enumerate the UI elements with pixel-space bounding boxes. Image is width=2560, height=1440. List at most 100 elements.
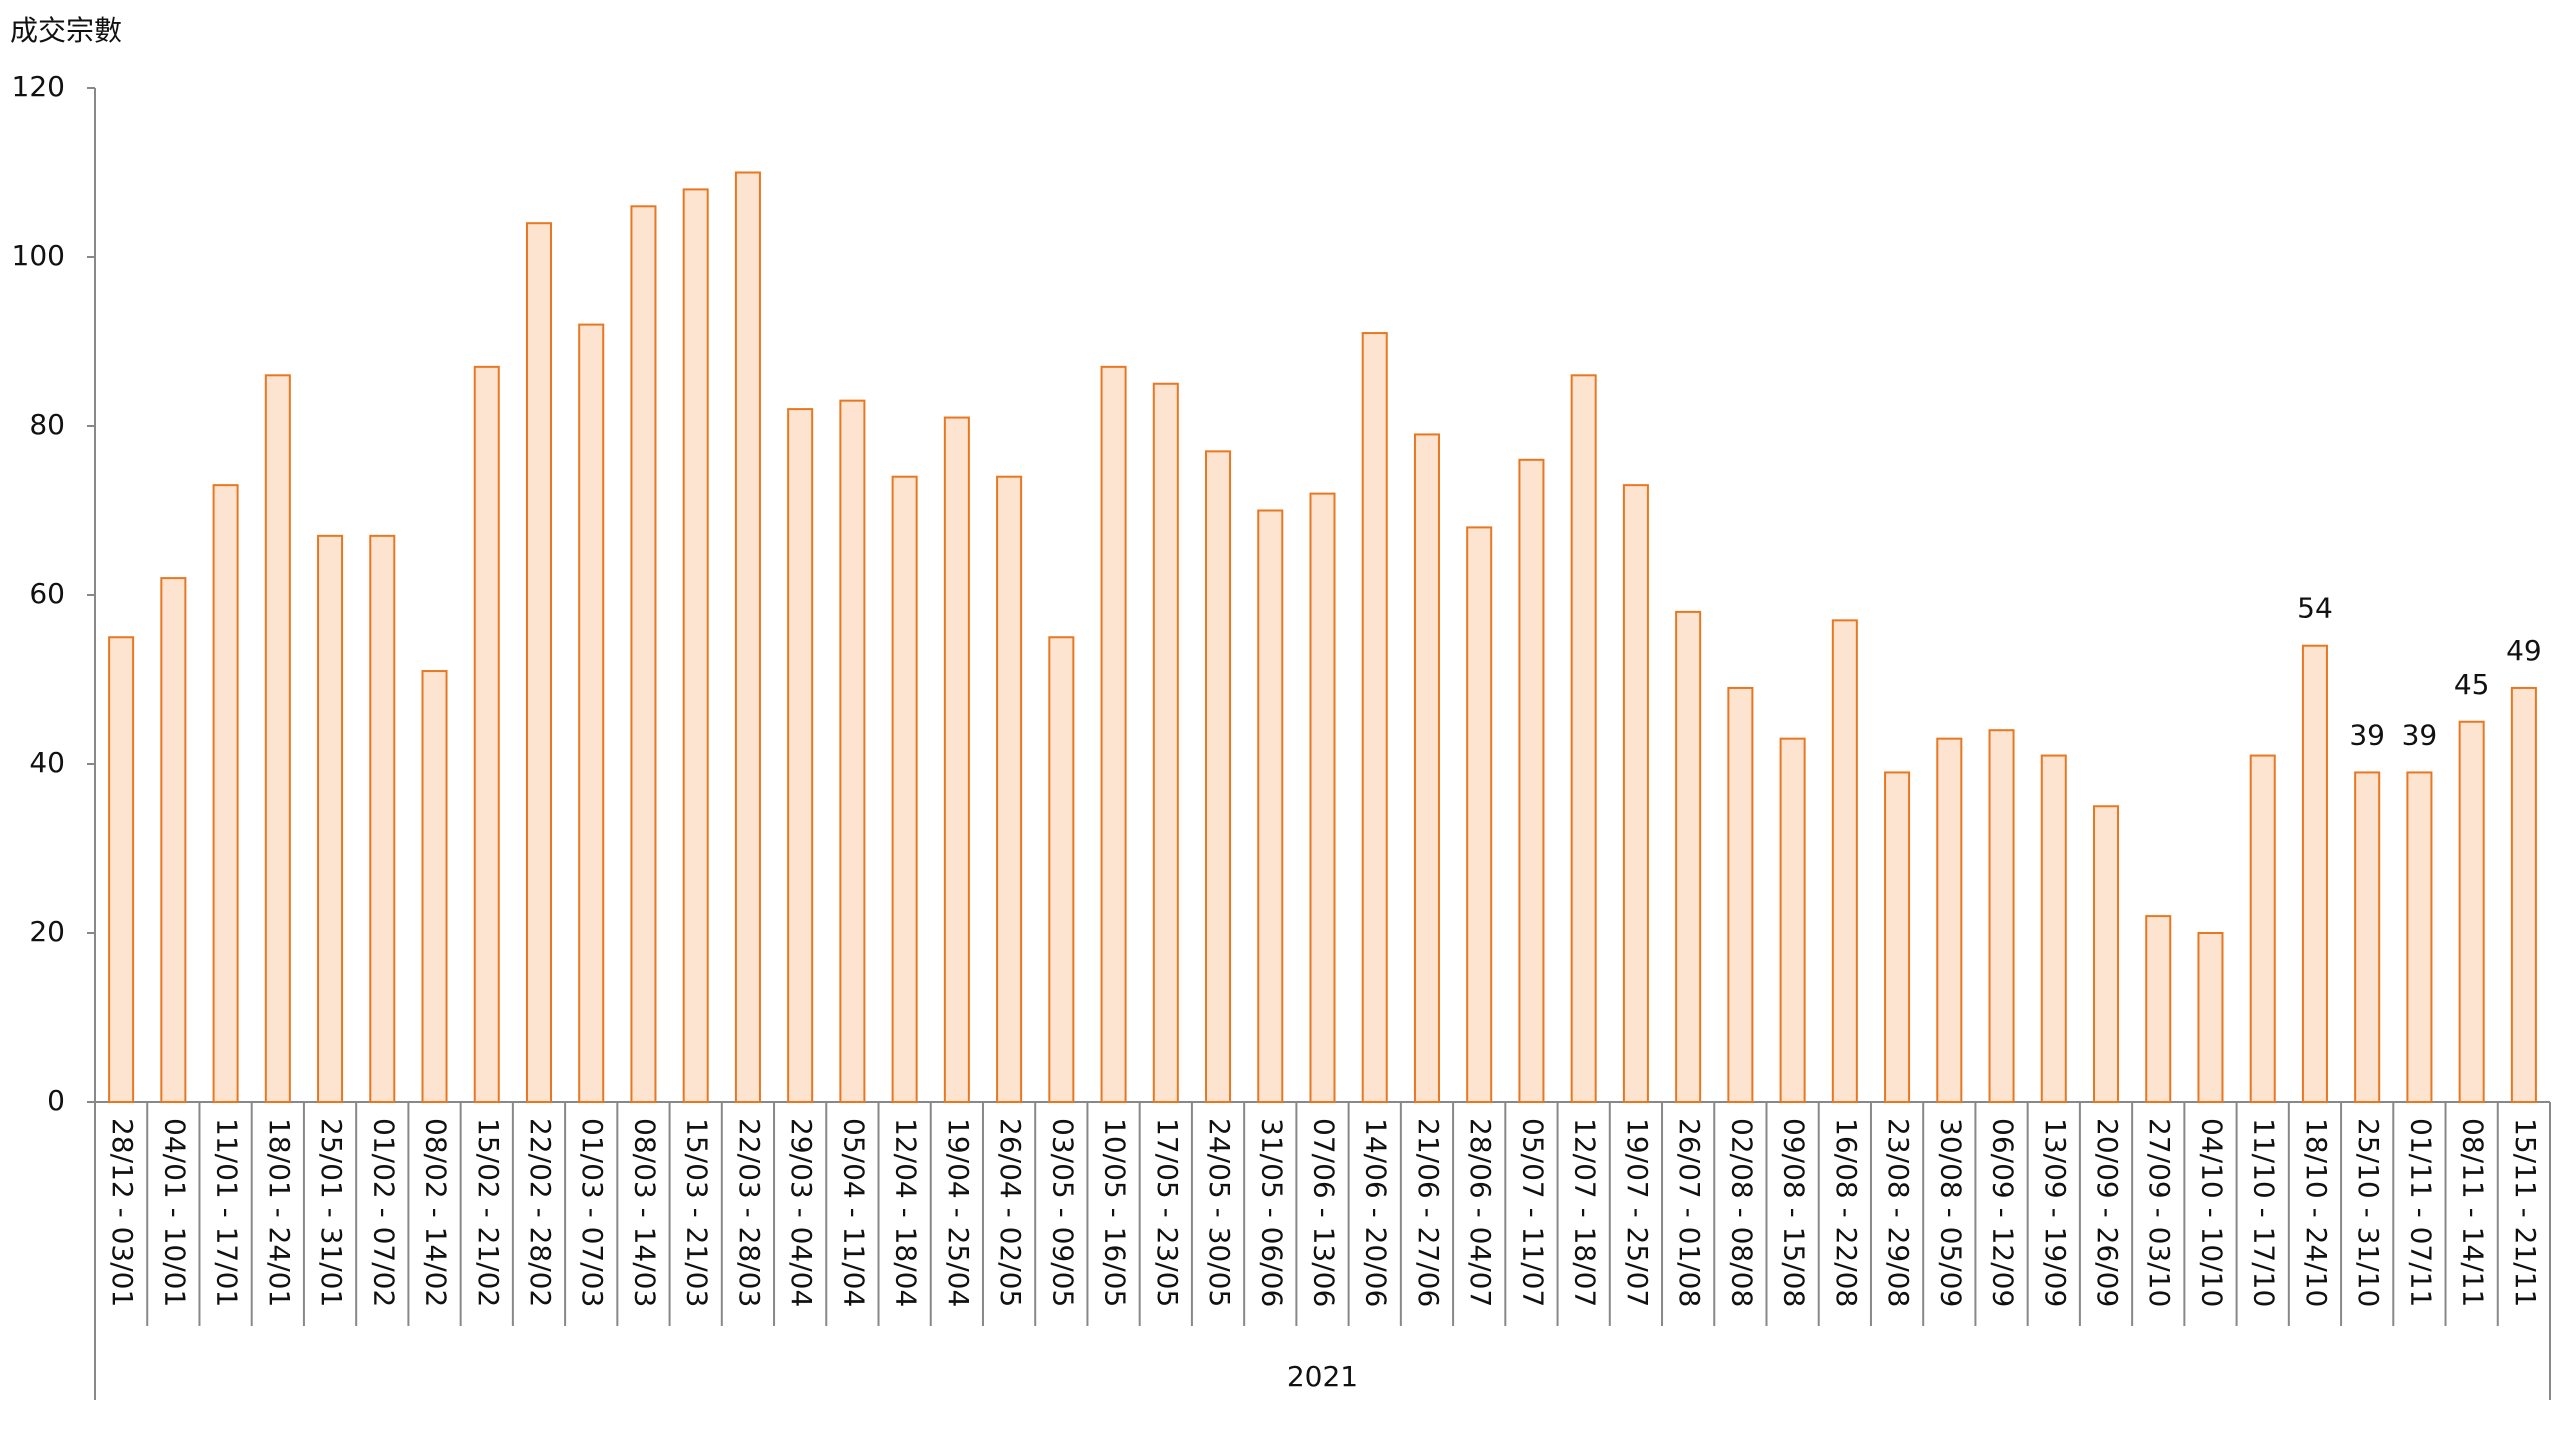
bar — [2040, 754, 2067, 1103]
x-tick-label: 27/09 - 03/10 — [2143, 1118, 2176, 1307]
x-tick-label: 25/01 - 31/01 — [315, 1118, 348, 1307]
x-tick-label: 22/02 - 28/02 — [524, 1118, 557, 1307]
bar — [1675, 610, 1702, 1104]
y-tick-label: 80 — [29, 408, 65, 441]
x-tick-label: 28/12 - 03/01 — [106, 1118, 139, 1307]
x-tick-label: 14/06 - 20/06 — [1360, 1118, 1393, 1307]
bar — [1152, 382, 1179, 1103]
x-tick-label: 31/05 - 06/06 — [1255, 1118, 1288, 1307]
bar — [2510, 686, 2537, 1103]
x-tick-label: 15/02 - 21/02 — [472, 1118, 505, 1307]
bar — [525, 222, 553, 1103]
data-label: 45 — [2454, 668, 2490, 701]
x-tick-label: 19/07 - 25/07 — [1621, 1118, 1654, 1307]
bar — [1205, 450, 1232, 1104]
bar — [839, 399, 866, 1103]
y-tick-label: 20 — [29, 915, 65, 948]
y-tick-label: 40 — [29, 746, 65, 779]
data-label: 39 — [2349, 718, 2385, 751]
x-tick-label: 24/05 - 30/05 — [1203, 1118, 1236, 1307]
bar — [1884, 771, 1911, 1103]
bar — [734, 171, 761, 1103]
bar — [2145, 915, 2172, 1103]
bar — [1048, 636, 1075, 1103]
y-tick-label: 0 — [47, 1084, 65, 1117]
x-tick-label: 05/07 - 11/07 — [1516, 1118, 1549, 1307]
bar — [369, 534, 396, 1103]
bar — [682, 188, 709, 1103]
x-tick-label: 08/02 - 14/02 — [420, 1118, 453, 1307]
x-tick-label: 11/01 - 17/01 — [211, 1118, 244, 1307]
bar — [473, 365, 500, 1104]
x-tick-label: 12/04 - 18/04 — [890, 1118, 923, 1307]
bar — [2301, 644, 2328, 1103]
bar — [264, 374, 291, 1103]
bar — [160, 577, 187, 1103]
bar — [2197, 932, 2224, 1103]
bar — [1779, 737, 1806, 1104]
x-tick-label: 22/03 - 28/03 — [733, 1118, 766, 1307]
bar — [1100, 365, 1127, 1104]
bar — [212, 484, 239, 1103]
bar — [1831, 619, 1858, 1103]
bar — [943, 416, 970, 1103]
bar — [1466, 526, 1493, 1103]
x-tick-label: 28/06 - 04/07 — [1464, 1118, 1497, 1307]
x-tick-label: 08/03 - 14/03 — [628, 1118, 661, 1307]
bar — [1622, 484, 1649, 1103]
y-tick-label: 60 — [29, 577, 65, 610]
x-tick-label: 30/08 - 05/09 — [1934, 1118, 1967, 1307]
x-tick-label: 18/10 - 24/10 — [2300, 1118, 2333, 1307]
x-tick-label: 15/11 - 21/11 — [2509, 1118, 2542, 1307]
bar — [891, 475, 918, 1103]
data-label: 49 — [2506, 634, 2542, 667]
bar — [2249, 754, 2276, 1103]
data-label: 39 — [2402, 718, 2438, 751]
x-tick-label: 01/02 - 07/02 — [367, 1118, 400, 1307]
x-tick-label: 08/11 - 14/11 — [2457, 1118, 2490, 1307]
x-tick-label: 11/10 - 17/10 — [2248, 1118, 2281, 1307]
bar — [1518, 458, 1545, 1103]
x-tick-label: 13/09 - 19/09 — [2039, 1118, 2072, 1307]
x-tick-label: 16/08 - 22/08 — [1830, 1118, 1863, 1307]
x-tick-label: 10/05 - 16/05 — [1099, 1118, 1132, 1307]
data-label: 54 — [2297, 592, 2333, 625]
x-tick-label: 17/05 - 23/05 — [1151, 1118, 1184, 1307]
x-tick-label: 23/08 - 29/08 — [1882, 1118, 1915, 1307]
x-tick-label: 29/03 - 04/04 — [785, 1118, 818, 1307]
x-tick-label: 12/07 - 18/07 — [1569, 1118, 1602, 1307]
x-tick-label: 19/04 - 25/04 — [942, 1118, 975, 1307]
x-tick-label: 05/04 - 11/04 — [837, 1118, 870, 1307]
x-tick-label: 21/06 - 27/06 — [1412, 1118, 1445, 1307]
x-tick-label: 26/07 - 01/08 — [1673, 1118, 1706, 1307]
x-tick-label: 09/08 - 15/08 — [1778, 1118, 1811, 1307]
x-tick-label: 06/09 - 12/09 — [1987, 1118, 2020, 1307]
bar — [1361, 332, 1388, 1103]
bar — [2458, 720, 2485, 1103]
y-tick-label: 100 — [12, 239, 65, 272]
x-tick-label: 01/11 - 07/11 — [2404, 1118, 2437, 1307]
x-tick-label: 02/08 - 08/08 — [1725, 1118, 1758, 1307]
bar — [996, 475, 1023, 1103]
x-tick-label: 01/03 - 07/03 — [576, 1118, 609, 1307]
x-tick-label: 04/10 - 10/10 — [2195, 1118, 2228, 1307]
bar — [1936, 737, 1963, 1104]
bar — [1257, 509, 1284, 1103]
bar — [2092, 805, 2120, 1103]
bar — [1988, 729, 2015, 1103]
x-tick-label: 07/06 - 13/06 — [1308, 1118, 1341, 1307]
group-label: 2021 — [1287, 1360, 1358, 1393]
bar — [421, 670, 448, 1103]
bar — [317, 534, 344, 1103]
bar — [1309, 492, 1336, 1104]
bar — [1570, 374, 1597, 1103]
bar — [2354, 771, 2381, 1103]
x-tick-label: 03/05 - 09/05 — [1046, 1118, 1079, 1307]
x-tick-label: 15/03 - 21/03 — [681, 1118, 714, 1307]
x-tick-label: 20/09 - 26/09 — [2091, 1118, 2124, 1307]
y-axis-label: 成交宗數 — [10, 14, 122, 47]
bar — [630, 205, 657, 1104]
x-tick-label: 26/04 - 02/05 — [994, 1118, 1027, 1307]
bar — [108, 636, 135, 1103]
